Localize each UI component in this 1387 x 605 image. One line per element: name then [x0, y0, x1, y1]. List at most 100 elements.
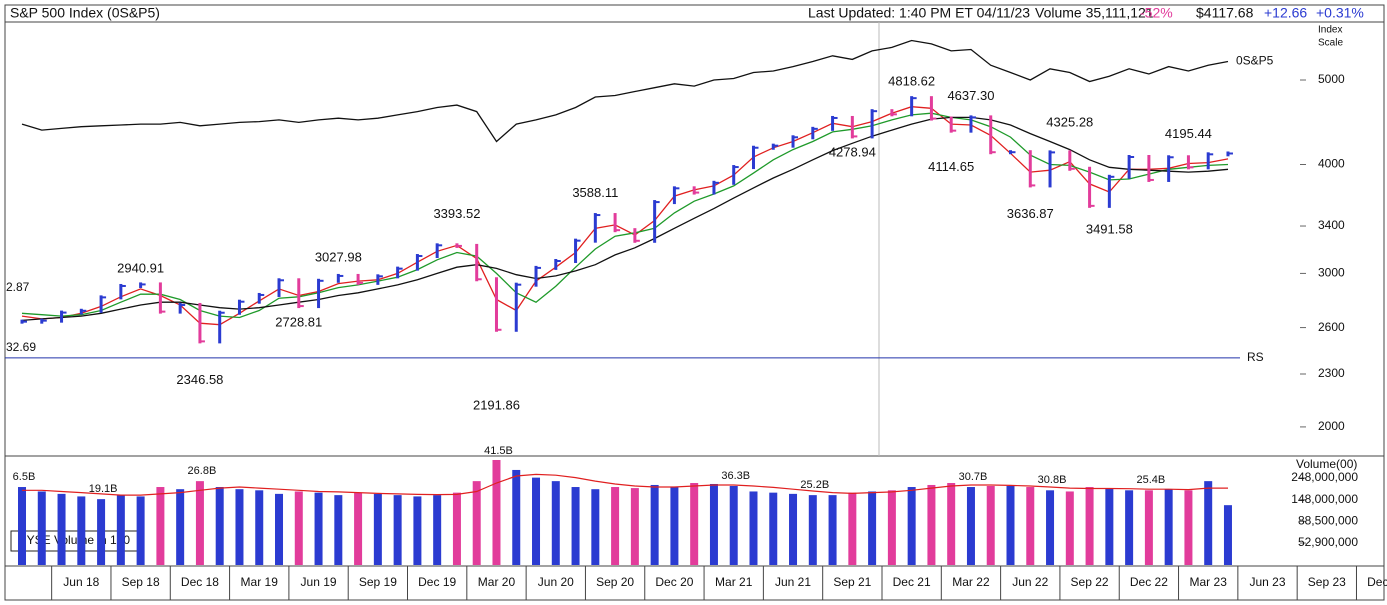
volume-bar	[1144, 490, 1153, 565]
volume-bar	[650, 484, 659, 565]
price-bar	[1048, 150, 1052, 188]
price-bar	[1088, 166, 1092, 208]
volume-bar	[966, 487, 975, 565]
volume-bar	[591, 489, 600, 565]
volume-bar	[848, 492, 857, 565]
x-tick-label: Jun 18	[63, 575, 99, 589]
y-tick-label: 3000	[1318, 266, 1345, 280]
price-annotation: 3027.98	[315, 249, 362, 264]
volume-bar	[571, 487, 580, 565]
volume-bar	[57, 493, 66, 565]
price-annotation: 4114.65	[928, 159, 974, 174]
x-tick-label: Mar 21	[715, 575, 753, 589]
price-bar	[277, 278, 281, 297]
change-pct: +0.31%	[1316, 5, 1364, 21]
volume-bar	[828, 495, 837, 565]
price-bar	[554, 258, 558, 270]
price-bar	[356, 273, 360, 285]
price-bar	[1127, 154, 1131, 179]
price-bar	[415, 254, 419, 271]
y-tick-label: 2600	[1318, 320, 1345, 334]
moving-average	[21, 116, 1229, 322]
volume-bar	[334, 495, 343, 565]
price-bar	[257, 292, 261, 304]
volume-bar	[116, 495, 125, 565]
x-tick-label: Dec 23	[1367, 575, 1387, 589]
volume-bar	[1085, 487, 1094, 565]
price-annotation: 4637.30	[947, 88, 994, 103]
volume-annotation: 25.4B	[1137, 474, 1166, 486]
rs-label: RS	[1247, 350, 1264, 364]
volume-bar	[275, 493, 284, 565]
volume-text: Volume 35,111,121	[1035, 5, 1154, 21]
price-bar	[435, 243, 439, 259]
volume-bar	[215, 487, 224, 565]
x-tick-label: Sep 20	[596, 575, 634, 589]
price-bar	[119, 283, 123, 300]
volume-bar	[373, 493, 382, 565]
volume-bar	[670, 487, 679, 565]
volume-bar	[927, 484, 936, 565]
volume-annotation: 26.8B	[188, 465, 217, 477]
moving-average	[21, 112, 1229, 319]
price-bar	[771, 143, 775, 150]
volume-bar	[611, 487, 620, 565]
price-bar	[811, 126, 815, 140]
volume-bar	[433, 495, 442, 565]
y-tick-label: 2000	[1318, 419, 1345, 433]
title: S&P 500 Index (0S&P5)	[10, 5, 160, 21]
edge-label: 32.69	[6, 340, 36, 354]
price-bar	[158, 282, 162, 314]
x-tick-label: Sep 19	[359, 575, 397, 589]
price-bar	[99, 295, 103, 313]
price-bar	[732, 165, 736, 185]
price-annotation: 2191.86	[473, 398, 520, 413]
price-bar	[989, 115, 993, 155]
y-tick-label: 4000	[1318, 157, 1345, 171]
x-tick-label: Dec 20	[655, 575, 693, 589]
volume-bar	[749, 491, 758, 565]
price-annotation: 2940.91	[117, 260, 164, 275]
price-bar	[850, 115, 854, 139]
volume-bar	[452, 492, 461, 565]
price-bar	[1107, 174, 1111, 208]
x-tick-label: Sep 23	[1308, 575, 1346, 589]
price-bar	[534, 265, 538, 287]
price-bar	[1028, 150, 1032, 188]
scale-label: Scale	[1318, 38, 1343, 49]
price-annotation: 2346.58	[176, 372, 223, 387]
change: +12.66	[1264, 5, 1307, 21]
x-tick-label: Sep 18	[122, 575, 160, 589]
volume-annotation: 36.3B	[721, 470, 750, 482]
volume-bar	[472, 481, 481, 565]
price-bar	[613, 213, 617, 233]
volume-bar	[1125, 490, 1134, 565]
edge-label: 2.87	[6, 280, 30, 294]
x-tick-label: Mar 22	[952, 575, 990, 589]
price-bar	[949, 116, 953, 133]
volume-bar	[1026, 487, 1035, 565]
volume-average	[22, 473, 1228, 496]
volume-bar	[769, 492, 778, 565]
price-bar	[1186, 155, 1190, 170]
price-bar	[969, 115, 973, 133]
volume-bar	[1204, 481, 1213, 565]
volume-bar	[868, 491, 877, 565]
volume-tick-label: 88,500,000	[1298, 514, 1358, 528]
volume-bar	[294, 491, 303, 565]
x-tick-label: Sep 22	[1071, 575, 1109, 589]
price-bar	[1147, 154, 1151, 182]
volume-axis-label: Volume(00)	[1296, 457, 1357, 471]
x-tick-label: Sep 21	[833, 575, 871, 589]
scale-label: Index	[1318, 25, 1342, 36]
volume-bar	[176, 489, 185, 565]
price-bar	[1206, 152, 1210, 170]
moving-average	[21, 106, 1229, 326]
volume-bar	[729, 485, 738, 565]
price-bar	[751, 145, 755, 170]
volume-bar	[690, 483, 699, 565]
y-tick-label: 5000	[1318, 72, 1345, 86]
x-tick-label: Jun 23	[1249, 575, 1285, 589]
price-bar	[791, 135, 795, 148]
